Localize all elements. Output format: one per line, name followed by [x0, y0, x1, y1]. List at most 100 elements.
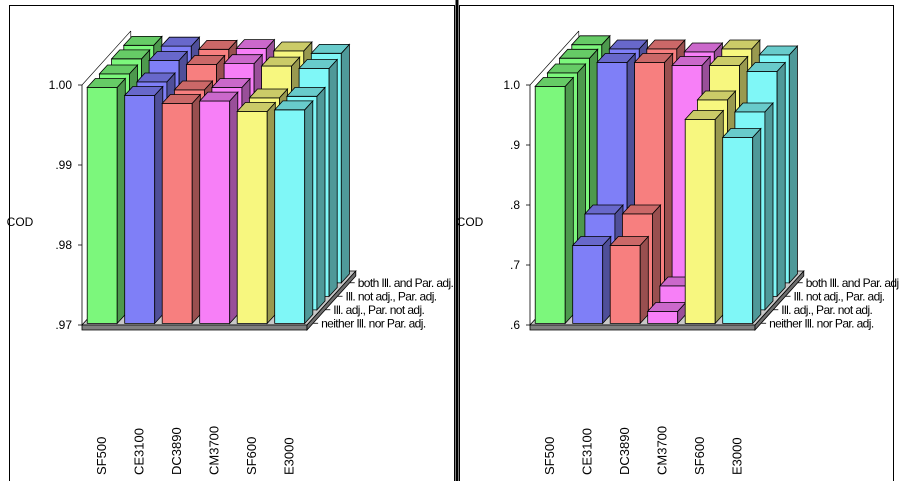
x-category-label: E3000 [281, 437, 296, 475]
bar-top-face [161, 94, 202, 104]
bar-top-face [708, 56, 749, 66]
bar-side-face [266, 101, 276, 325]
floor-front-edge [81, 324, 308, 331]
bar-top-face [534, 77, 575, 87]
depth-axis-label: neither Ill. nor Par. adj. [769, 316, 874, 330]
bar-front-face [124, 95, 156, 324]
bar-front-face [274, 109, 306, 324]
bar-top-face [758, 45, 799, 56]
bar-top-face [198, 91, 239, 102]
x-category-label: CE3100 [579, 428, 594, 475]
bar-front-face [161, 103, 193, 324]
x-category-label: SF600 [692, 437, 707, 475]
depth-axis-label: Ill. adj., Par. not adj. [333, 303, 424, 317]
bar-E3000-depth0 [273, 99, 314, 325]
bar-top-face [720, 39, 761, 50]
y-tick-label: .7 [510, 258, 520, 272]
bar-front-face [199, 100, 231, 324]
y-axis-top-line [81, 30, 132, 86]
depth-axis-label: Ill. not adj., Par. adj. [346, 289, 437, 303]
bar-top-face [122, 36, 163, 46]
bar-side-face [564, 76, 574, 325]
bar-side-face [652, 203, 661, 311]
bar-top-face [721, 128, 762, 138]
y-axis-label: COD [457, 215, 484, 229]
x-category-label: SF600 [244, 437, 259, 475]
bar-E3000-depth0 [721, 127, 762, 325]
chart-left: .97 .98 .99 1.00 COD SF500 CE3100 DC3890 CM3700 S… [7, 30, 454, 475]
x-category-label: CE3100 [131, 428, 146, 475]
bar-SF500-depth0 [86, 77, 127, 325]
bar-side-face [154, 85, 164, 325]
y-tick-label: .6 [510, 318, 520, 332]
bar-top-face [86, 78, 127, 88]
bar-top-face [621, 204, 662, 215]
bar-top-face [558, 48, 599, 59]
bar-top-face [645, 39, 686, 50]
y-tick-label: 1.00 [49, 78, 73, 92]
bar-top-face [260, 56, 301, 67]
chart-right: .6 .7 .8 .9 1.0 COD SF500 CE3100 DC3890 CM3700 SF6… [457, 30, 899, 475]
depth-axis-label: Ill. adj., Par. not adj. [781, 303, 872, 317]
bar-CE3100-depth0 [123, 85, 164, 325]
bar-front-face [647, 310, 679, 324]
bar-side-face [714, 109, 724, 325]
bar-top-face [148, 51, 189, 61]
bar-top-face [185, 55, 226, 65]
bar-SF500-depth0 [534, 76, 575, 325]
bar-top-face [173, 80, 214, 91]
bar-side-face [664, 52, 674, 298]
y-tick-label: .98 [55, 238, 72, 252]
bar-side-face [116, 77, 126, 325]
bar-side-face [639, 235, 649, 325]
x-category-label: CM3700 [206, 426, 221, 475]
bar-front-face [609, 244, 641, 324]
bar-side-face [752, 127, 762, 325]
bar-side-face [304, 99, 314, 325]
depth-axis-label: both Ill. and Par. adj. [358, 276, 454, 290]
bar-side-face [788, 44, 798, 284]
bar-top-face [609, 236, 650, 246]
bar-side-face [191, 93, 201, 325]
y-axis-top-line [529, 30, 580, 86]
bar-front-face [86, 87, 118, 324]
bar-front-face [572, 244, 604, 324]
bar-front-face [534, 86, 566, 324]
bar-top-face [746, 62, 787, 72]
bar-top-face [696, 90, 737, 101]
bar-top-face [273, 100, 314, 111]
bar-top-face [570, 35, 611, 46]
panel-left-frame [9, 5, 455, 481]
bar-side-face [316, 86, 326, 311]
bar-side-face [764, 101, 774, 311]
depth-axis-label: both Ill. and Par. adj. [806, 276, 899, 290]
bar-DC3890-depth0 [609, 235, 650, 325]
y-axis-label: COD [7, 215, 34, 229]
depth-axis-label: neither Ill. nor Par. adj. [321, 316, 426, 330]
bar-top-face [98, 64, 139, 75]
bar-front-face [236, 111, 268, 324]
bar-top-face [546, 63, 587, 74]
bar-side-face [340, 43, 350, 284]
bar-top-face [310, 44, 351, 54]
y-tick-label: .8 [510, 198, 520, 212]
bar-CE3100-depth0 [571, 235, 612, 325]
bar-top-face [210, 78, 251, 88]
floor-side-edge [754, 269, 805, 332]
bar-top-face [236, 102, 277, 112]
bar-front-face [722, 136, 754, 324]
bar-top-face [223, 54, 264, 64]
bar-side-face [602, 235, 612, 325]
bar-top-face [123, 86, 164, 96]
bar-top-face [197, 40, 238, 50]
floor-side-edge [306, 269, 357, 332]
y-tick-label: .97 [55, 318, 72, 332]
bar-top-face [583, 204, 624, 215]
bar-top-face [160, 36, 201, 47]
bar-top-face [248, 88, 289, 99]
bar-side-face [229, 91, 239, 325]
bar-top-face [135, 72, 176, 83]
bar-top-face [684, 110, 725, 120]
x-category-label: DC3890 [169, 427, 184, 475]
